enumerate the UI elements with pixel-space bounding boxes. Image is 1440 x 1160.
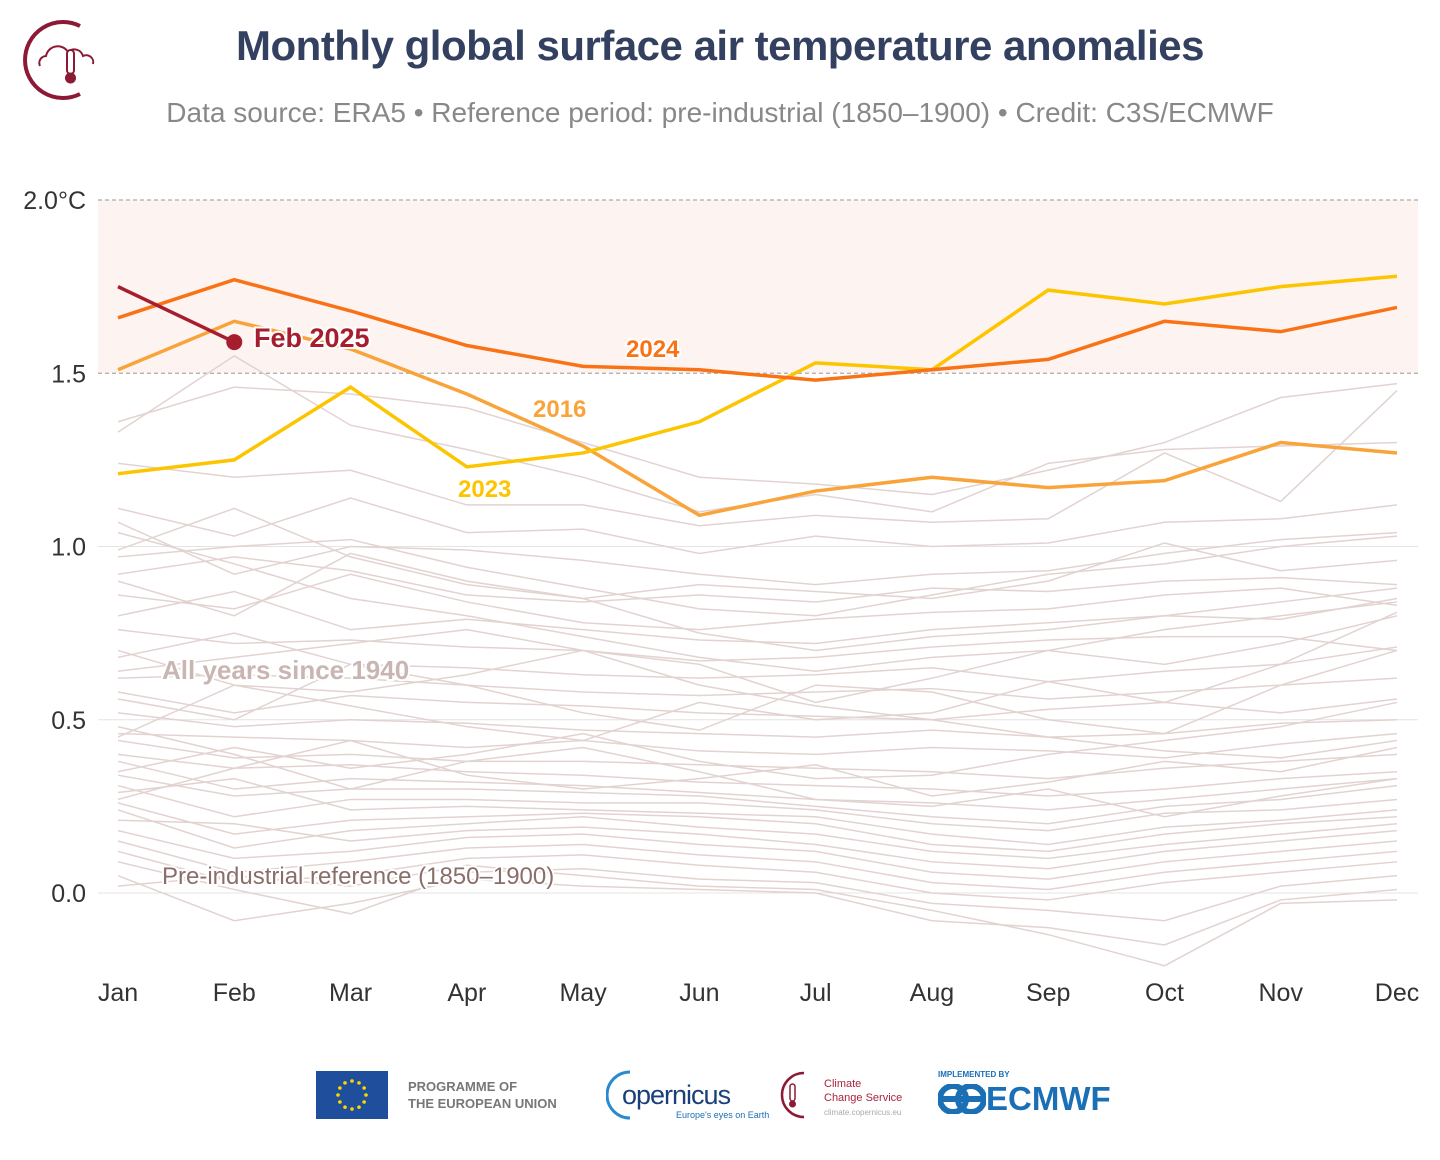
y-tick-label: 1.5 [51, 360, 86, 388]
background-year-line [117, 739, 1398, 780]
background-year-line [117, 760, 1398, 811]
background-year-line [117, 701, 1398, 780]
background-year-line [117, 691, 1398, 721]
background-year-line [117, 507, 1398, 600]
y-tick-label: 2.0°C [23, 187, 86, 215]
y-tick-label: 0.5 [51, 707, 86, 735]
y-tick-label: 1.0 [51, 534, 86, 562]
background-year-line [117, 628, 1398, 759]
x-tick-label: Dec [1375, 979, 1419, 1007]
background-year-line [117, 628, 1398, 662]
series-label-2023: 2023 [458, 476, 511, 503]
all-years-label: All years since 1940 [162, 655, 409, 685]
background-year-line [117, 784, 1398, 832]
x-tick-label: Sep [1026, 979, 1070, 1007]
x-tick-label: Oct [1145, 979, 1184, 1007]
background-year-line [117, 840, 1398, 891]
background-year-line [117, 632, 1398, 683]
pre-industrial-label: Pre-industrial reference (1850–1900) [162, 863, 554, 890]
feb-2025-point [226, 334, 243, 351]
background-year-line [117, 535, 1398, 617]
background-year-line [117, 521, 1398, 586]
series-line-2023 [117, 274, 1398, 476]
background-year-line [117, 802, 1398, 853]
y-tick-label: 0.0 [51, 880, 86, 908]
background-year-line [117, 573, 1398, 631]
x-tick-label: Jul [800, 979, 832, 1007]
background-year-line [117, 739, 1398, 801]
background-year-line [117, 777, 1398, 846]
background-year-line [117, 673, 1398, 700]
x-tick-label: Feb [213, 979, 256, 1007]
background-year-line [117, 611, 1398, 742]
background-year-line [117, 725, 1398, 818]
x-tick-label: Jan [98, 979, 138, 1007]
footer-logos: PROGRAMME OF THE EUROPEAN UNION opernicus… [316, 1068, 1136, 1122]
background-year-line [117, 552, 1398, 652]
background-year-line [117, 590, 1398, 645]
series-line-2024 [117, 277, 1398, 382]
series-line-2016 [117, 319, 1398, 518]
background-year-line [117, 732, 1398, 759]
background-year-line [117, 615, 1398, 704]
background-year-line [117, 809, 1398, 860]
series-line-2025 [117, 285, 236, 344]
background-year-line [117, 556, 1398, 603]
c3s-logo [18, 18, 98, 107]
background-year-line [117, 390, 1398, 527]
threshold-band [98, 200, 1418, 374]
background-year-line [117, 861, 1398, 922]
background-years [117, 355, 1398, 967]
background-year-line [117, 531, 1398, 672]
x-tick-label: Nov [1258, 979, 1303, 1007]
background-year-line [117, 874, 1398, 946]
x-tick-label: Aug [910, 979, 954, 1007]
eu-flag-icon [316, 1071, 388, 1119]
chart-subtitle: Data source: ERA5 • Reference period: pr… [166, 97, 1274, 128]
background-year-line [117, 355, 1398, 513]
background-year-line [117, 829, 1398, 880]
x-tick-label: Mar [329, 979, 372, 1007]
chart-title: Monthly global surface air temperature a… [236, 22, 1204, 69]
x-tick-label: May [559, 979, 607, 1007]
series-label-2025: Feb 2025 [254, 323, 370, 353]
eu-programme-text: PROGRAMME OF THE EUROPEAN UNION [408, 1079, 557, 1111]
series-label-2016: 2016 [533, 396, 586, 423]
line-chart: 2.0°C 1.5 1.0 0.5 0.0 Jan Feb Mar Apr May Jun Jul Au… [23, 187, 1419, 1007]
series-label-2024: 2024 [626, 336, 680, 363]
background-year-line [117, 497, 1398, 555]
background-year-line [117, 774, 1398, 825]
background-year-line [117, 864, 1398, 967]
background-year-line [117, 712, 1398, 738]
ecmwf-logo: IMPLEMENTED BY ECMWF [937, 1070, 1111, 1117]
background-year-line [117, 382, 1398, 496]
background-year-line [117, 850, 1398, 901]
c3s-footer-logo: Climate Change Service climate.copernicus… [776, 1070, 902, 1125]
x-tick-label: Apr [447, 979, 486, 1007]
background-year-line [117, 819, 1398, 870]
x-tick-label: Jun [679, 979, 719, 1007]
background-year-line [117, 649, 1398, 735]
